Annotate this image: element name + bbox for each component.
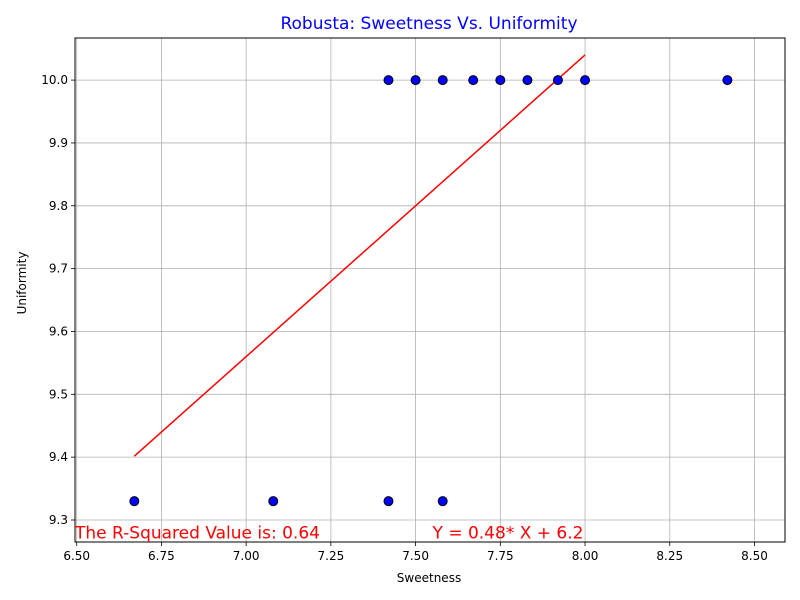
grid-lines xyxy=(75,38,785,542)
y-tick-label: 9.7 xyxy=(49,262,68,276)
y-tick-label: 9.3 xyxy=(49,513,68,527)
data-point xyxy=(495,75,506,86)
x-axis-ticks: 6.50 6.75 7.00 7.25 7.50 7.75 8.00 8.25 8.50 xyxy=(63,542,768,563)
data-points xyxy=(129,75,733,507)
x-tick-label: 8.25 xyxy=(656,549,683,563)
y-axis-ticks: 9.3 9.4 9.5 9.6 9.7 9.8 9.9 10.0 xyxy=(41,73,75,527)
y-tick-label: 10.0 xyxy=(41,73,68,87)
r-squared-annotation: The R-Squared Value is: 0.64 xyxy=(74,524,320,544)
data-point xyxy=(437,496,448,507)
y-tick-label: 9.6 xyxy=(49,324,68,338)
plot-frame xyxy=(74,37,786,543)
y-tick-label: 9.9 xyxy=(49,136,68,150)
data-point xyxy=(268,496,279,507)
regression-layer xyxy=(133,54,586,457)
data-point xyxy=(437,75,448,86)
y-tick-label: 9.4 xyxy=(49,450,68,464)
data-point xyxy=(383,496,394,507)
x-axis-label: Sweetness xyxy=(397,571,461,585)
data-point xyxy=(552,75,563,86)
y-tick-label: 9.8 xyxy=(49,199,68,213)
y-axis-label: Uniformity xyxy=(15,252,29,315)
regression-equation-annotation: Y = 0.48* X + 6.2 xyxy=(432,524,584,544)
regression-line xyxy=(133,54,586,457)
x-tick-label: 7.75 xyxy=(487,549,514,563)
data-point xyxy=(410,75,421,86)
data-point xyxy=(468,75,479,86)
data-point xyxy=(383,75,394,86)
data-point xyxy=(522,75,533,86)
x-tick-label: 8.50 xyxy=(741,549,768,563)
x-tick-label: 7.25 xyxy=(318,549,345,563)
x-tick-label: 6.75 xyxy=(148,549,175,563)
x-tick-label: 6.50 xyxy=(63,549,90,563)
data-point xyxy=(722,75,733,86)
data-point xyxy=(580,75,591,86)
x-tick-label: 7.50 xyxy=(402,549,429,563)
x-tick-label: 7.00 xyxy=(233,549,260,563)
data-point xyxy=(129,496,140,507)
chart-title: Robusta: Sweetness Vs. Uniformity xyxy=(280,14,577,34)
y-tick-label: 9.5 xyxy=(49,387,68,401)
x-tick-label: 8.00 xyxy=(572,549,599,563)
